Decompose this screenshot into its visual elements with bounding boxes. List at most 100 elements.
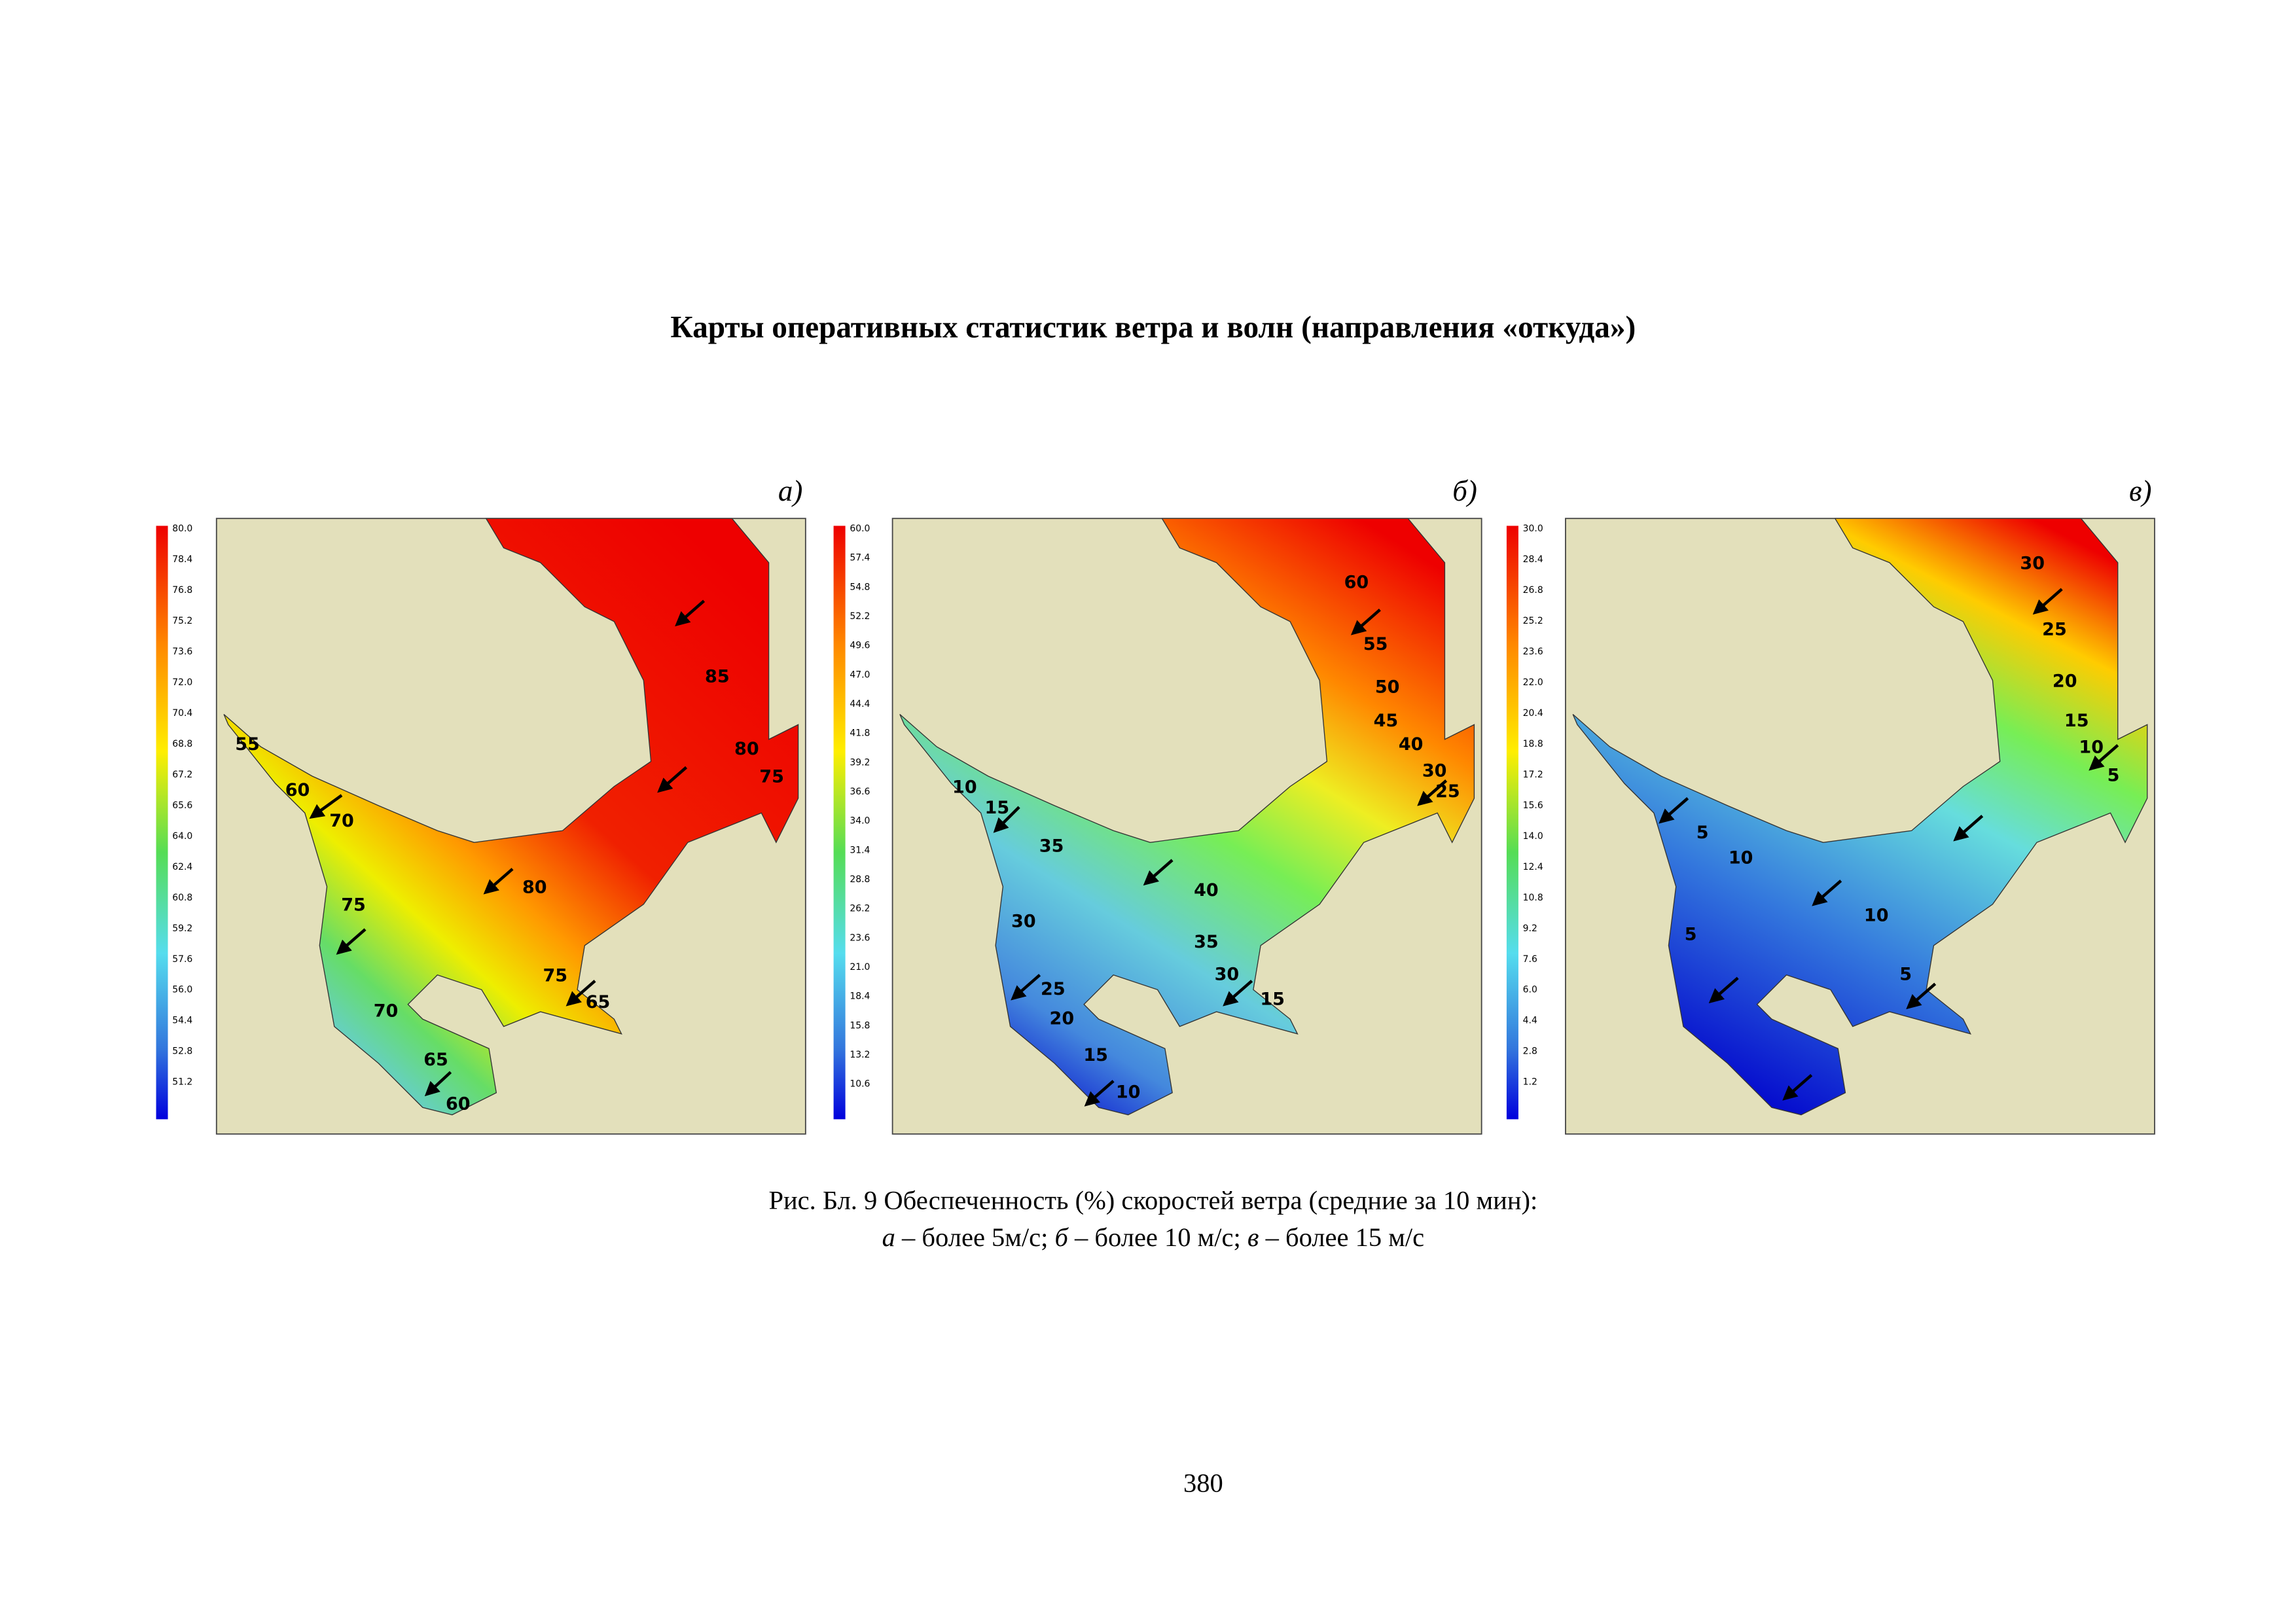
wind-arrow: [565, 980, 596, 1007]
colorbar-label: 26.8: [1523, 585, 1543, 596]
colorbar-label: 70.4: [172, 708, 192, 719]
wind-arrow: [1417, 779, 1448, 806]
contour-label: 55: [1363, 634, 1388, 654]
contour-label: 75: [341, 895, 366, 916]
colorbar-label: 10.6: [850, 1079, 870, 1090]
caption-line: Рис. Бл. 9 Обеспеченность (%) скоростей …: [768, 1186, 1537, 1215]
colorbar-label: 12.4: [1523, 862, 1543, 872]
page-number: 380: [1183, 1469, 1223, 1498]
caption-part: б: [1055, 1222, 1069, 1252]
colorbar-label: 39.2: [850, 757, 870, 768]
contour-label: 75: [543, 966, 568, 986]
colorbar-label: 60.0: [850, 524, 870, 534]
contour-label: 10: [1729, 848, 1753, 868]
contour-label: 35: [1039, 836, 1064, 857]
colorbar: [1506, 526, 1518, 1120]
contour-label: 25: [2042, 620, 2067, 640]
colorbar-label: 78.4: [172, 554, 192, 565]
colorbar-label: 18.8: [1523, 739, 1543, 749]
wind-arrow: [336, 928, 367, 955]
wind-arrow: [424, 1071, 452, 1097]
contour-label: 30: [1422, 761, 1447, 781]
colorbar-label: 9.2: [1523, 923, 1537, 934]
colorbar-label: 15.6: [1523, 800, 1543, 811]
colorbar-label: 75.2: [172, 616, 192, 626]
colorbar-label: 18.4: [850, 991, 870, 1002]
contour-label: 65: [423, 1050, 448, 1070]
colorbar-label: 36.6: [850, 787, 870, 797]
wind-arrow: [309, 794, 343, 819]
contour-label: 5: [1696, 823, 1709, 843]
caption-part: а: [882, 1222, 895, 1252]
colorbar-label: 60.8: [172, 893, 192, 903]
caption-part: – более 10 м/с;: [1068, 1222, 1247, 1252]
wind-arrow: [657, 766, 688, 793]
sea-field: [1572, 518, 2148, 1116]
contour-label: 65: [586, 992, 611, 1012]
contour-label: 20: [1050, 1008, 1075, 1029]
contour-label: 40: [1399, 734, 1424, 755]
contour-label: 30: [2020, 553, 2045, 573]
colorbar-label: 25.2: [1523, 616, 1543, 626]
wind-arrow: [1812, 880, 1842, 906]
colorbar-label: 51.2: [172, 1077, 192, 1088]
colorbar-label: 28.8: [850, 874, 870, 885]
colorbar: [833, 526, 846, 1120]
colorbar-label: 1.2: [1523, 1077, 1537, 1088]
contour-label: 15: [1260, 990, 1285, 1010]
wind-arrow: [1708, 976, 1739, 1004]
colorbar-label: 26.2: [850, 904, 870, 914]
colorbar-label: 20.4: [1523, 708, 1543, 719]
contour-label: 80: [522, 878, 547, 898]
colorbar-label: 54.4: [172, 1016, 192, 1026]
contour-label: 85: [705, 667, 730, 687]
colorbar-label: 2.8: [1523, 1046, 1537, 1057]
contour-label: 10: [1116, 1082, 1141, 1102]
contour-label: 15: [2064, 711, 2089, 731]
caption-part: в: [1247, 1222, 1259, 1252]
contour-label: 15: [985, 798, 1010, 818]
contour-label: 5: [2108, 765, 2120, 785]
wind-arrow: [2089, 744, 2119, 771]
contour-label: 25: [1435, 781, 1460, 802]
contour-label: 50: [1375, 677, 1400, 697]
colorbar: [156, 526, 168, 1120]
contour-label: 60: [446, 1094, 471, 1114]
colorbar-label: 56.0: [172, 985, 192, 995]
colorbar-label: 22.0: [1523, 677, 1543, 688]
contour-label: 70: [374, 1001, 399, 1022]
wind-arrow: [1350, 609, 1381, 635]
contour-label: 15: [1083, 1045, 1108, 1065]
wind-arrow: [483, 868, 514, 895]
colorbar-label: 47.0: [850, 669, 870, 680]
colorbar-label: 6.0: [1523, 985, 1537, 995]
contour-label: 40: [1194, 880, 1219, 901]
colorbar-label: 57.6: [172, 954, 192, 965]
colorbar-label: 73.6: [172, 647, 192, 657]
colorbar-label: 67.2: [172, 770, 192, 780]
colorbar-label: 68.8: [172, 739, 192, 749]
wind-arrow: [2032, 588, 2063, 615]
caption-part: – более 5м/с;: [895, 1222, 1055, 1252]
colorbar-label: 52.2: [850, 611, 870, 622]
colorbar-label: 10.8: [1523, 893, 1543, 903]
contour-label: 30: [1011, 911, 1036, 931]
wind-arrow: [993, 806, 1020, 833]
contour-label: 60: [1344, 573, 1369, 593]
colorbar-label: 4.4: [1523, 1016, 1537, 1026]
colorbar-label: 23.6: [1523, 647, 1543, 657]
wind-arrow: [1906, 982, 1937, 1010]
contour-label: 10: [2079, 738, 2104, 758]
wind-arrow: [1143, 859, 1174, 886]
colorbar-label: 30.0: [1523, 524, 1543, 534]
contour-label: 20: [2053, 671, 2077, 691]
colorbar-label: 54.8: [850, 582, 870, 592]
colorbar-label: 34.0: [850, 816, 870, 827]
colorbar-label: 59.2: [172, 923, 192, 934]
wind-arrow: [1223, 980, 1253, 1007]
contour-label: 5: [1899, 964, 1912, 984]
wind-arrow: [1084, 1080, 1115, 1107]
contour-label: 45: [1374, 711, 1399, 731]
page-title: Карты оперативных статистик ветра и волн…: [670, 310, 1636, 344]
